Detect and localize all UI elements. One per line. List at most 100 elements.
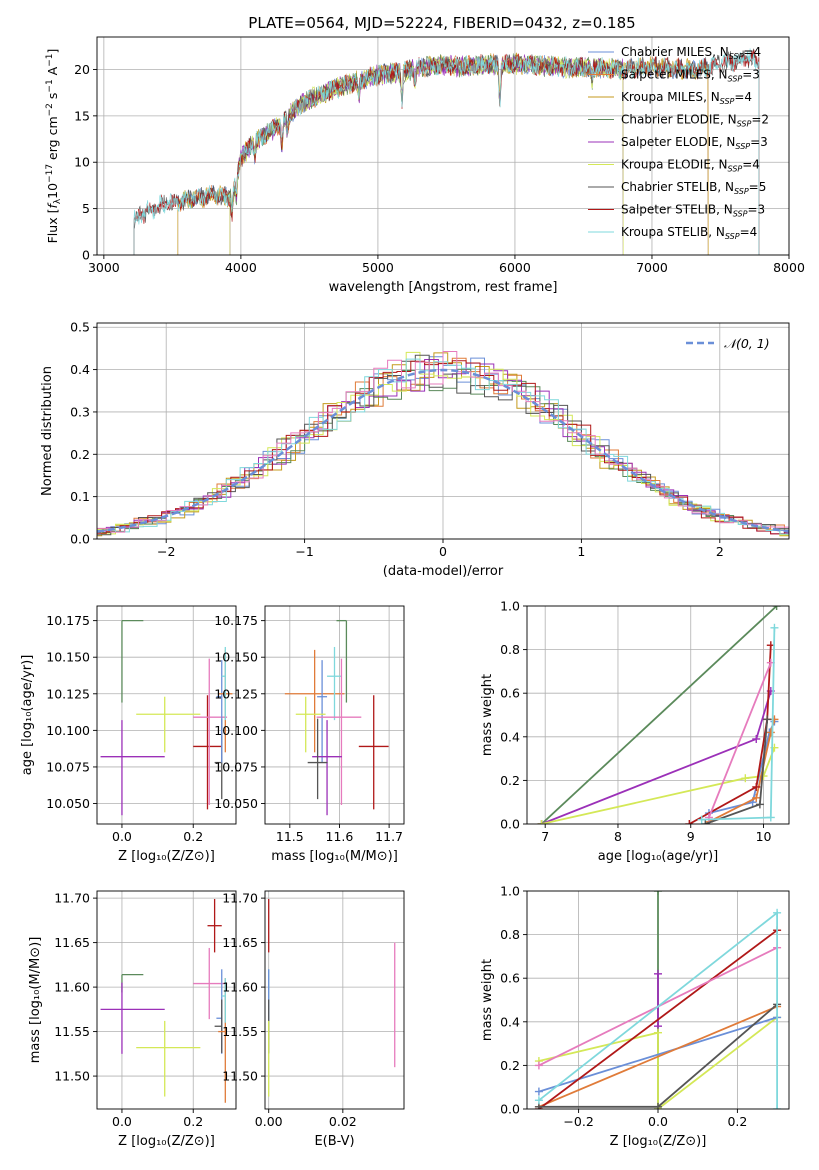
y-label-text: erg cm <box>45 116 60 164</box>
point-kroupa-stelib <box>327 646 342 721</box>
point-salpeter-elodie <box>100 982 165 1054</box>
plot-area <box>537 606 781 824</box>
weight-line <box>538 1005 778 1108</box>
y-tick-label: 10.175 <box>46 613 90 628</box>
x-axis-label: (data-model)/error <box>383 564 504 579</box>
histogram-pink <box>97 351 789 539</box>
y-tick-label: 0.0 <box>70 532 90 547</box>
legend-gaussian-label: 𝒩(0, 1) <box>724 336 770 351</box>
age-vs-mass-panel: 11.5 11.6 11.7 10.050 10.075 10.100 10.125 10.1… <box>214 605 405 864</box>
frame-layer: −2 −1 0 1 2 0.0 0.1 0.2 0.3 0.4 0.5 (data-model)/er… <box>40 320 790 579</box>
legend-entry-chabrier-miles: Chabrier MILES, NSSP=4 <box>621 45 761 61</box>
x-tick-label: 5000 <box>362 260 394 275</box>
spectrum-series-kroupa-stelib <box>133 48 760 255</box>
y-tick-label: 10.050 <box>46 796 90 811</box>
y-tick-label: 10.100 <box>214 723 258 738</box>
y-tick-label: 11.50 <box>222 1069 258 1084</box>
y-axis-label: Normed distribution <box>40 366 55 496</box>
x-tick-label: 0.2 <box>183 829 203 844</box>
legend-name: Salpeter STELIB <box>621 203 716 217</box>
point-kroupa-stelib <box>221 646 226 721</box>
point-salpeter-elodie <box>100 720 165 816</box>
point-kroupa-stelib <box>221 978 226 1023</box>
axes-frame <box>526 605 790 825</box>
y-axis-label: mass [log₁₀(M/M⊙)] <box>28 937 43 1064</box>
y-tick-label: 11.65 <box>222 935 258 950</box>
frame-layer: 11.5 11.6 11.7 10.050 10.075 10.100 10.125 10.1… <box>214 605 405 864</box>
spectrum-series-kroupa-elodie <box>229 55 624 255</box>
x-tick-label: 0.0 <box>648 1114 668 1129</box>
legend-entry-salpeter-elodie: Salpeter ELODIE, NSSP=3 <box>621 135 768 151</box>
legend-sep: , N <box>711 158 728 172</box>
legend-sep: , N <box>708 225 725 239</box>
y-tick-label: 5 <box>82 201 90 216</box>
frame-layer: 0.0 0.2 11.50 11.55 11.60 11.65 11.70 Z [log₁₀(… <box>28 890 237 1149</box>
y-axis-label: mass weight <box>480 674 495 756</box>
axes-frame <box>96 36 790 256</box>
y-tick-label: 10 <box>74 155 90 170</box>
y-axis-label: Flux [fλ10−17 erg cm−2 s−1 A−1] <box>45 49 63 244</box>
y-tick-label: 10.125 <box>46 686 90 701</box>
x-tick-label: 1 <box>577 544 585 559</box>
legend-name: Chabrier STELIB <box>621 180 717 194</box>
legend-sub: SSP <box>737 120 752 129</box>
axes-frame <box>96 890 237 1110</box>
x-tick-label: 0.0 <box>112 1114 132 1129</box>
frame-layer: 0.0 0.2 10.050 10.075 10.100 10.125 10.150 10.1… <box>20 605 237 864</box>
y-tick-label: 0.4 <box>500 1014 520 1029</box>
legend-nssp: =3 <box>750 135 768 149</box>
y-tick-label: 0 <box>82 248 90 263</box>
y-tick-label: 10.150 <box>46 650 90 665</box>
y-tick-label: 10.150 <box>214 650 258 665</box>
y-label-text: f <box>45 203 60 209</box>
x-tick-label: 3000 <box>88 260 120 275</box>
x-axis-label: age [log₁₀(age/yr)] <box>598 849 719 864</box>
x-tick-label: 0.0 <box>112 829 132 844</box>
y-tick-label: 0.8 <box>500 927 520 942</box>
y-tick-label: 0.6 <box>500 686 520 701</box>
y-label-sup: −1 <box>45 79 55 92</box>
x-tick-label: 8 <box>614 829 622 844</box>
weight-series-kroupa-stelib <box>534 908 782 1109</box>
residuals-panel: −2 −1 0 1 2 0.0 0.1 0.2 0.3 0.4 0.5 (data-model)/er… <box>40 320 790 579</box>
frame-layer: 0.00 0.02 11.50 11.55 11.60 11.65 11.70 E(B-V) <box>222 890 405 1149</box>
frame-layer: 7 8 9 10 0.0 0.2 0.4 0.6 0.8 1.0 age [log₁₀(age/yr… <box>480 599 790 864</box>
legend-sep: , N <box>711 68 728 82</box>
axes-frame <box>264 890 405 1110</box>
figure-title: PLATE=0564, MJD=52224, FIBERID=0432, z=0… <box>248 14 635 32</box>
x-axis-label: E(B-V) <box>314 1134 354 1149</box>
y-label-sup: −17 <box>45 164 55 183</box>
plot-area <box>133 48 760 255</box>
x-tick-label: 0.02 <box>329 1114 357 1129</box>
gaussian-curve <box>97 368 789 533</box>
point-chabrier-miles <box>216 660 223 763</box>
legend-sub: SSP <box>720 97 735 106</box>
legend-sub: SSP <box>725 232 740 241</box>
mass-vs-extinction-panel: 0.00 0.02 11.50 11.55 11.60 11.65 11.70 E(B-V) <box>222 890 405 1149</box>
x-axis-label: Z [log₁₀(Z/Z⊙)] <box>118 849 215 864</box>
legend-entry-kroupa-stelib: Kroupa STELIB, NSSP=4 <box>621 225 757 241</box>
grid <box>265 891 404 1109</box>
y-label-text: A <box>45 66 60 79</box>
histogram-chabrier-stelib <box>97 354 789 539</box>
y-tick-label: 0.4 <box>500 729 520 744</box>
legend-sub: SSP <box>733 210 748 219</box>
y-axis-label: age [log₁₀(age/yr)] <box>20 655 35 776</box>
legend-sub: SSP <box>729 52 744 61</box>
x-tick-label: 0 <box>439 544 447 559</box>
weight-line <box>688 645 772 824</box>
legend-entry-chabrier-elodie: Chabrier ELODIE, NSSP=2 <box>621 113 769 129</box>
x-tick-label: 0.2 <box>183 1114 203 1129</box>
legend-sep: , N <box>716 203 733 217</box>
point-salpeter-stelib <box>193 695 222 810</box>
y-tick-label: 0.3 <box>70 404 90 419</box>
axes-frame <box>264 605 405 825</box>
x-axis-label: Z [log₁₀(Z/Z⊙)] <box>610 1134 707 1149</box>
y-label-sup: −1 <box>45 53 55 66</box>
x-tick-label: 11.7 <box>375 829 403 844</box>
weight-series-salpeter-stelib <box>685 641 775 824</box>
legend-nssp: =2 <box>751 113 769 127</box>
legend-name: Salpeter ELODIE <box>621 135 719 149</box>
point-chabrier-stelib <box>307 718 328 800</box>
